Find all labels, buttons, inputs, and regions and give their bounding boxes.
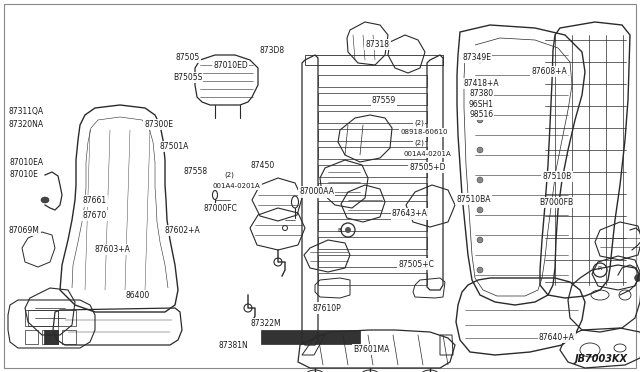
Text: 001A4-0201A: 001A4-0201A [404,151,451,157]
Text: 87320NA: 87320NA [8,120,43,129]
Bar [44,330,58,344]
Ellipse shape [477,207,483,213]
Text: 87505: 87505 [175,53,200,62]
Text: 87602+A: 87602+A [164,226,200,235]
Bar [62,330,76,344]
Text: 87349E: 87349E [462,53,492,62]
Ellipse shape [477,57,483,63]
Text: 87643+A: 87643+A [392,209,428,218]
Text: 87608+A: 87608+A [531,67,567,76]
Text: 87640+A: 87640+A [539,333,575,341]
Text: 87510B: 87510B [542,172,572,181]
Text: (2): (2) [414,139,424,146]
Text: (2): (2) [414,119,424,126]
Text: 87510BA: 87510BA [456,195,491,203]
Ellipse shape [634,275,640,282]
Text: 98516: 98516 [469,110,493,119]
Text: 001A4-0201A: 001A4-0201A [213,183,260,189]
Text: 87381N: 87381N [219,341,248,350]
Text: R: R [598,266,602,270]
Ellipse shape [477,87,483,93]
Ellipse shape [41,197,49,203]
Text: 87603+A: 87603+A [94,245,130,254]
Text: 87661: 87661 [83,196,107,205]
Text: 87418+A: 87418+A [463,79,499,88]
Ellipse shape [345,227,351,233]
Text: 87311QA: 87311QA [8,107,43,116]
Text: 87300E: 87300E [144,120,173,129]
Text: B: B [338,228,342,232]
Text: 87670: 87670 [83,211,107,220]
Text: B7601MA: B7601MA [353,345,389,354]
Text: 87000FC: 87000FC [204,204,237,213]
Ellipse shape [477,177,483,183]
Text: 87069M: 87069M [9,226,40,235]
Text: (2): (2) [224,171,234,178]
Text: 96SH1: 96SH1 [468,100,494,109]
Text: 87558: 87558 [183,167,207,176]
Text: 87010ED: 87010ED [213,61,248,70]
Text: 87010E: 87010E [10,170,39,179]
Bar [28,310,76,326]
Text: 08918-60610: 08918-60610 [401,129,448,135]
Text: 87505+D: 87505+D [409,163,446,172]
Ellipse shape [477,117,483,123]
Text: 87505+C: 87505+C [398,260,434,269]
Text: 87501A: 87501A [159,142,189,151]
Text: 87380: 87380 [469,89,493,98]
Ellipse shape [477,237,483,243]
Ellipse shape [477,147,483,153]
Text: 87610P: 87610P [312,304,340,312]
Text: B7505S: B7505S [173,73,202,82]
Text: 86400: 86400 [125,291,150,300]
Text: 87010EA: 87010EA [10,158,44,167]
Bar [261,330,360,344]
Text: B7000FB: B7000FB [540,198,574,207]
Text: 87000AA: 87000AA [300,187,334,196]
Ellipse shape [477,267,483,273]
Text: 87318: 87318 [365,40,390,49]
Text: 87450: 87450 [250,161,275,170]
Text: 87559: 87559 [372,96,396,105]
Text: 87322M: 87322M [250,319,281,328]
Text: JB7003KX: JB7003KX [575,354,628,364]
Text: 873D8: 873D8 [259,46,285,55]
